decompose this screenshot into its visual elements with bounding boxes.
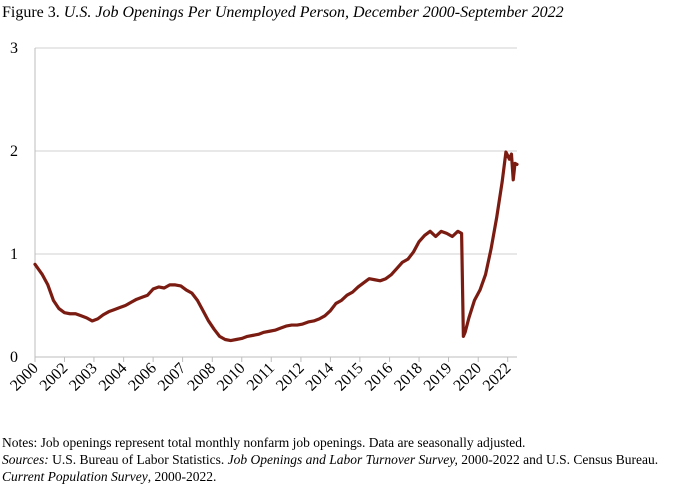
y-tick-label: 0 xyxy=(10,349,18,366)
x-tick-label: 2022 xyxy=(480,360,515,395)
title-prefix: Figure 3. xyxy=(2,4,60,21)
source-text: Job Openings and Labor Turnover Survey, xyxy=(227,452,458,467)
x-tick-label: 2010 xyxy=(214,360,249,395)
x-tick-label: 2016 xyxy=(362,360,397,395)
title-text: U.S. Job Openings Per Unemployed Person,… xyxy=(64,4,564,21)
chart-title: Figure 3. U.S. Job Openings Per Unemploy… xyxy=(2,4,564,21)
source-text: U.S. Bureau of Labor Statistics. xyxy=(48,452,228,467)
y-tick-label: 1 xyxy=(10,246,18,263)
x-tick-label: 2011 xyxy=(244,360,278,394)
source-text: Current Population Survey xyxy=(2,469,148,484)
x-tick-label: 2003 xyxy=(66,360,101,395)
x-tick-label: 2004 xyxy=(96,360,131,395)
sources-label: Sources: xyxy=(2,452,49,467)
y-tick-label: 2 xyxy=(10,143,18,160)
x-tick-label: 2008 xyxy=(184,360,219,395)
x-tick-label: 2002 xyxy=(37,360,72,395)
data-line xyxy=(33,150,519,343)
x-tick-label: 2018 xyxy=(391,360,426,395)
y-tick-label: 3 xyxy=(10,40,18,57)
source-text: , 2000-2022. xyxy=(147,469,217,484)
x-tick-label: 2006 xyxy=(125,360,160,395)
source-text: 2000-2022 and U.S. Census Bureau. xyxy=(457,452,659,467)
notes: Notes: Job openings represent total mont… xyxy=(2,434,698,485)
sources: Sources: U.S. Bureau of Labor Statistics… xyxy=(2,451,698,485)
x-tick-label: 2020 xyxy=(450,360,485,395)
x-tick-label: 2019 xyxy=(421,360,456,395)
x-tick-label: 2015 xyxy=(332,360,367,395)
x-tick-label: 2012 xyxy=(273,360,308,395)
note: Notes: Job openings represent total mont… xyxy=(2,435,526,450)
x-tick-label: 2007 xyxy=(155,360,190,395)
x-tick-label: 2014 xyxy=(303,360,338,395)
chart: Figure 3. U.S. Job Openings Per Unemploy… xyxy=(2,4,564,395)
